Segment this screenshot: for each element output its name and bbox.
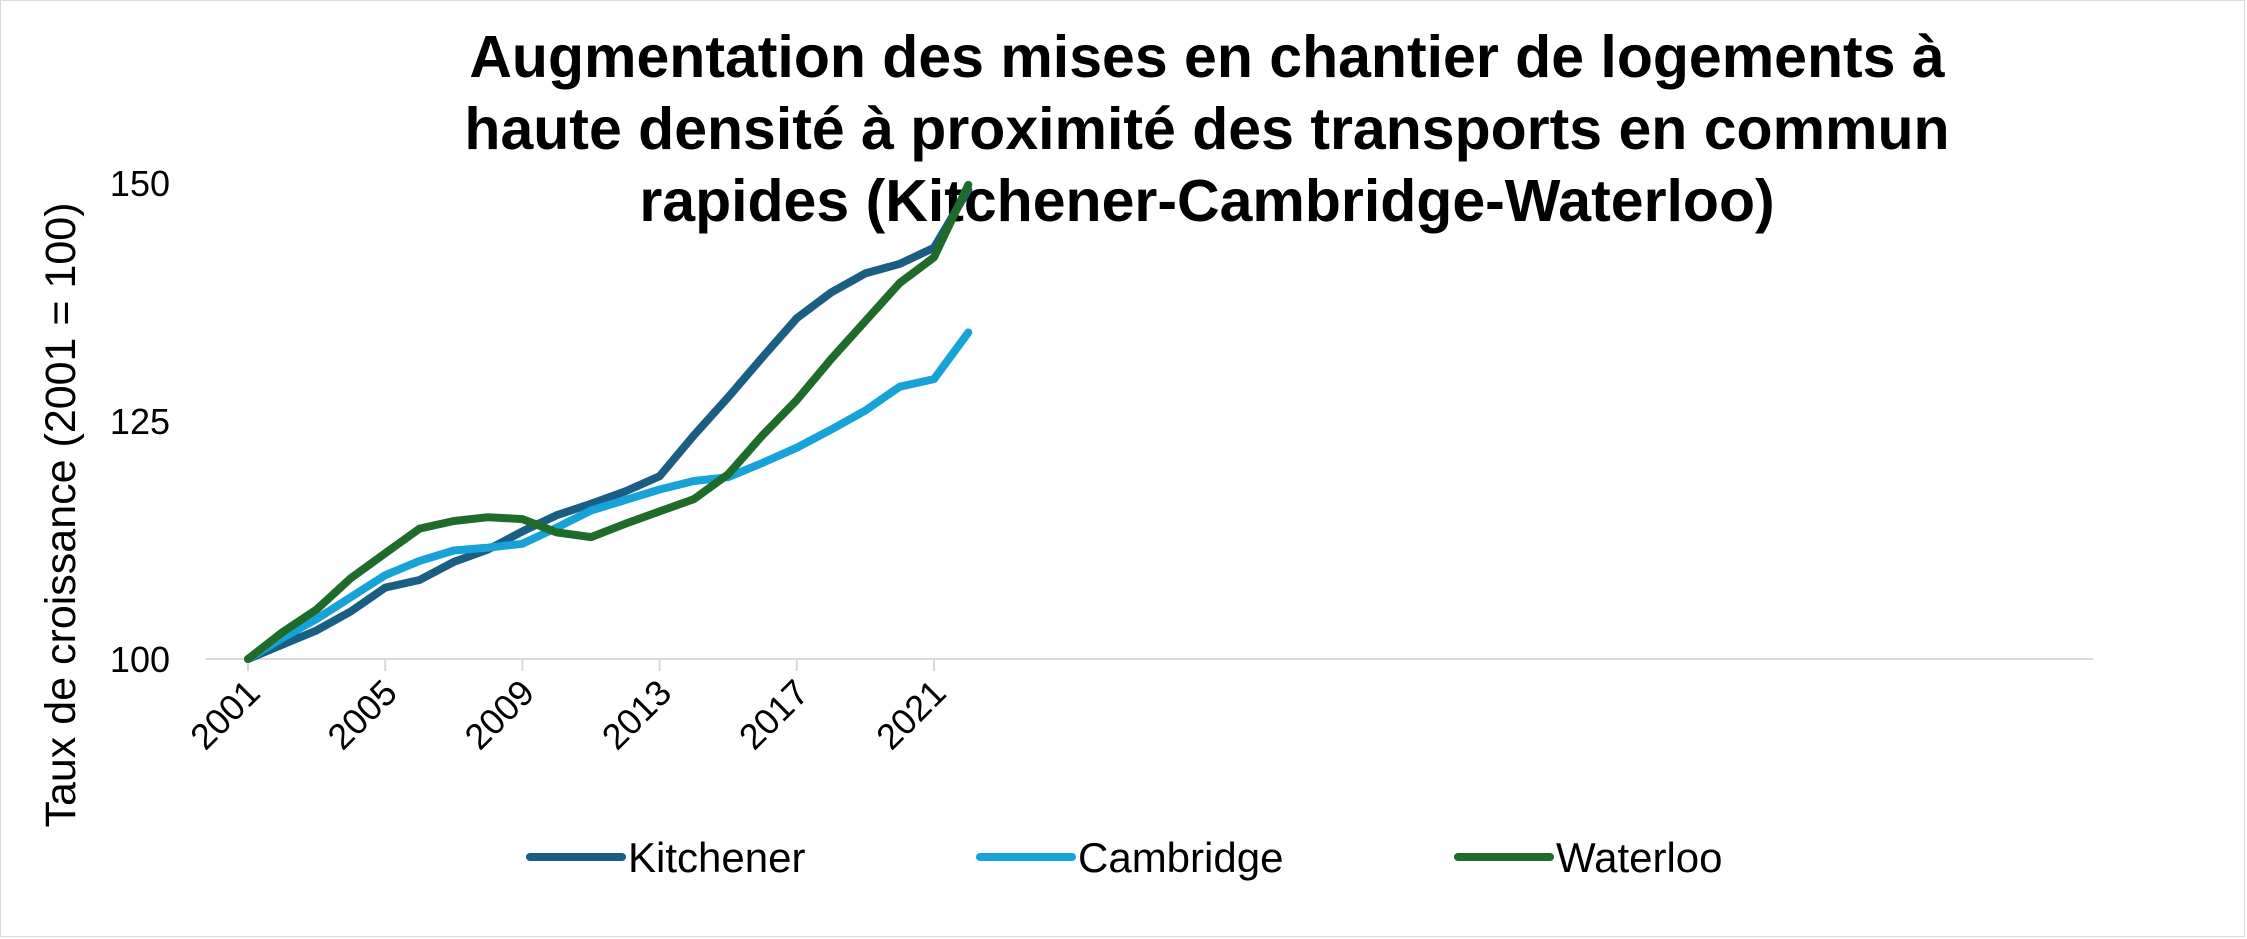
chart-title-line-2: haute densité à proximité des transports… xyxy=(464,96,1949,162)
legend: Kitchener Cambridge Waterloo xyxy=(526,834,1723,881)
series-line-waterloo xyxy=(244,180,973,663)
series-line-kitchener xyxy=(244,185,973,663)
y-tick-label: 100 xyxy=(110,639,170,680)
y-axis-label: Taux de croissance (2001 = 100) xyxy=(37,202,85,827)
axis-ticks: 100 125 150 2001 2005 2009 2013 2017 2021 xyxy=(110,163,954,757)
chart-title-line-3: rapides (Kitchener-Cambridge-Waterloo) xyxy=(639,168,1774,234)
x-tick-label: 2001 xyxy=(182,672,268,758)
x-tick-label: 2021 xyxy=(868,672,954,758)
y-tick-label: 125 xyxy=(110,401,170,442)
legend-item-kitchener: Kitchener xyxy=(526,834,805,881)
legend-label: Kitchener xyxy=(628,834,805,881)
legend-item-cambridge: Cambridge xyxy=(976,834,1283,881)
chart-title: Augmentation des mises en chantier de lo… xyxy=(464,24,1949,234)
x-tick-label: 2005 xyxy=(319,672,405,758)
x-tick-label: 2013 xyxy=(594,672,680,758)
x-tick-label: 2017 xyxy=(731,672,817,758)
chart-title-line-1: Augmentation des mises en chantier de lo… xyxy=(469,24,1945,90)
series-lines xyxy=(244,180,973,663)
series-line-cambridge xyxy=(244,328,973,663)
y-tick-label: 150 xyxy=(110,163,170,204)
legend-label: Waterloo xyxy=(1556,834,1723,881)
legend-item-waterloo: Waterloo xyxy=(1454,834,1723,881)
x-tick-label: 2009 xyxy=(456,672,542,758)
legend-label: Cambridge xyxy=(1078,834,1283,881)
